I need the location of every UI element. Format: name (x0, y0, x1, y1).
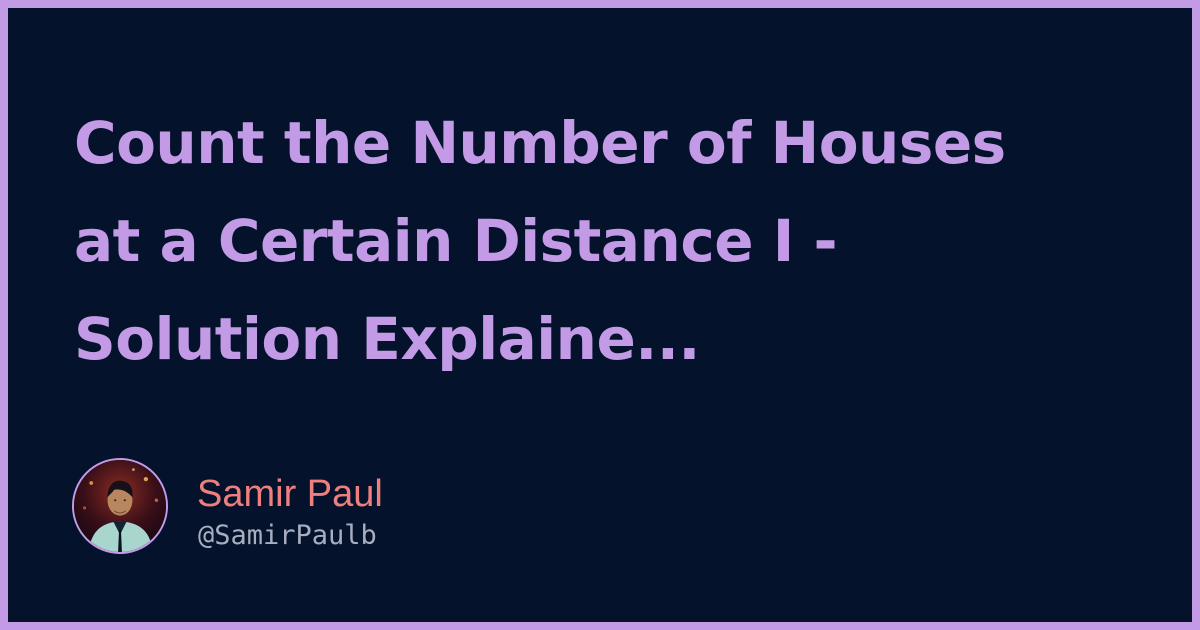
article-title-line-3: Solution Explaine... (74, 305, 700, 373)
person-avatar-icon (74, 460, 166, 552)
share-card: Count the Number of Houses at a Certain … (8, 8, 1192, 622)
article-title: Count the Number of Houses at a Certain … (74, 94, 1164, 388)
article-title-line-1: Count the Number of Houses (74, 109, 1006, 177)
article-title-line-2: at a Certain Distance I - (74, 207, 838, 275)
avatar (72, 458, 168, 554)
author-handle: @SamirPaulb (198, 520, 377, 551)
author-name: Samir Paul (197, 473, 383, 515)
